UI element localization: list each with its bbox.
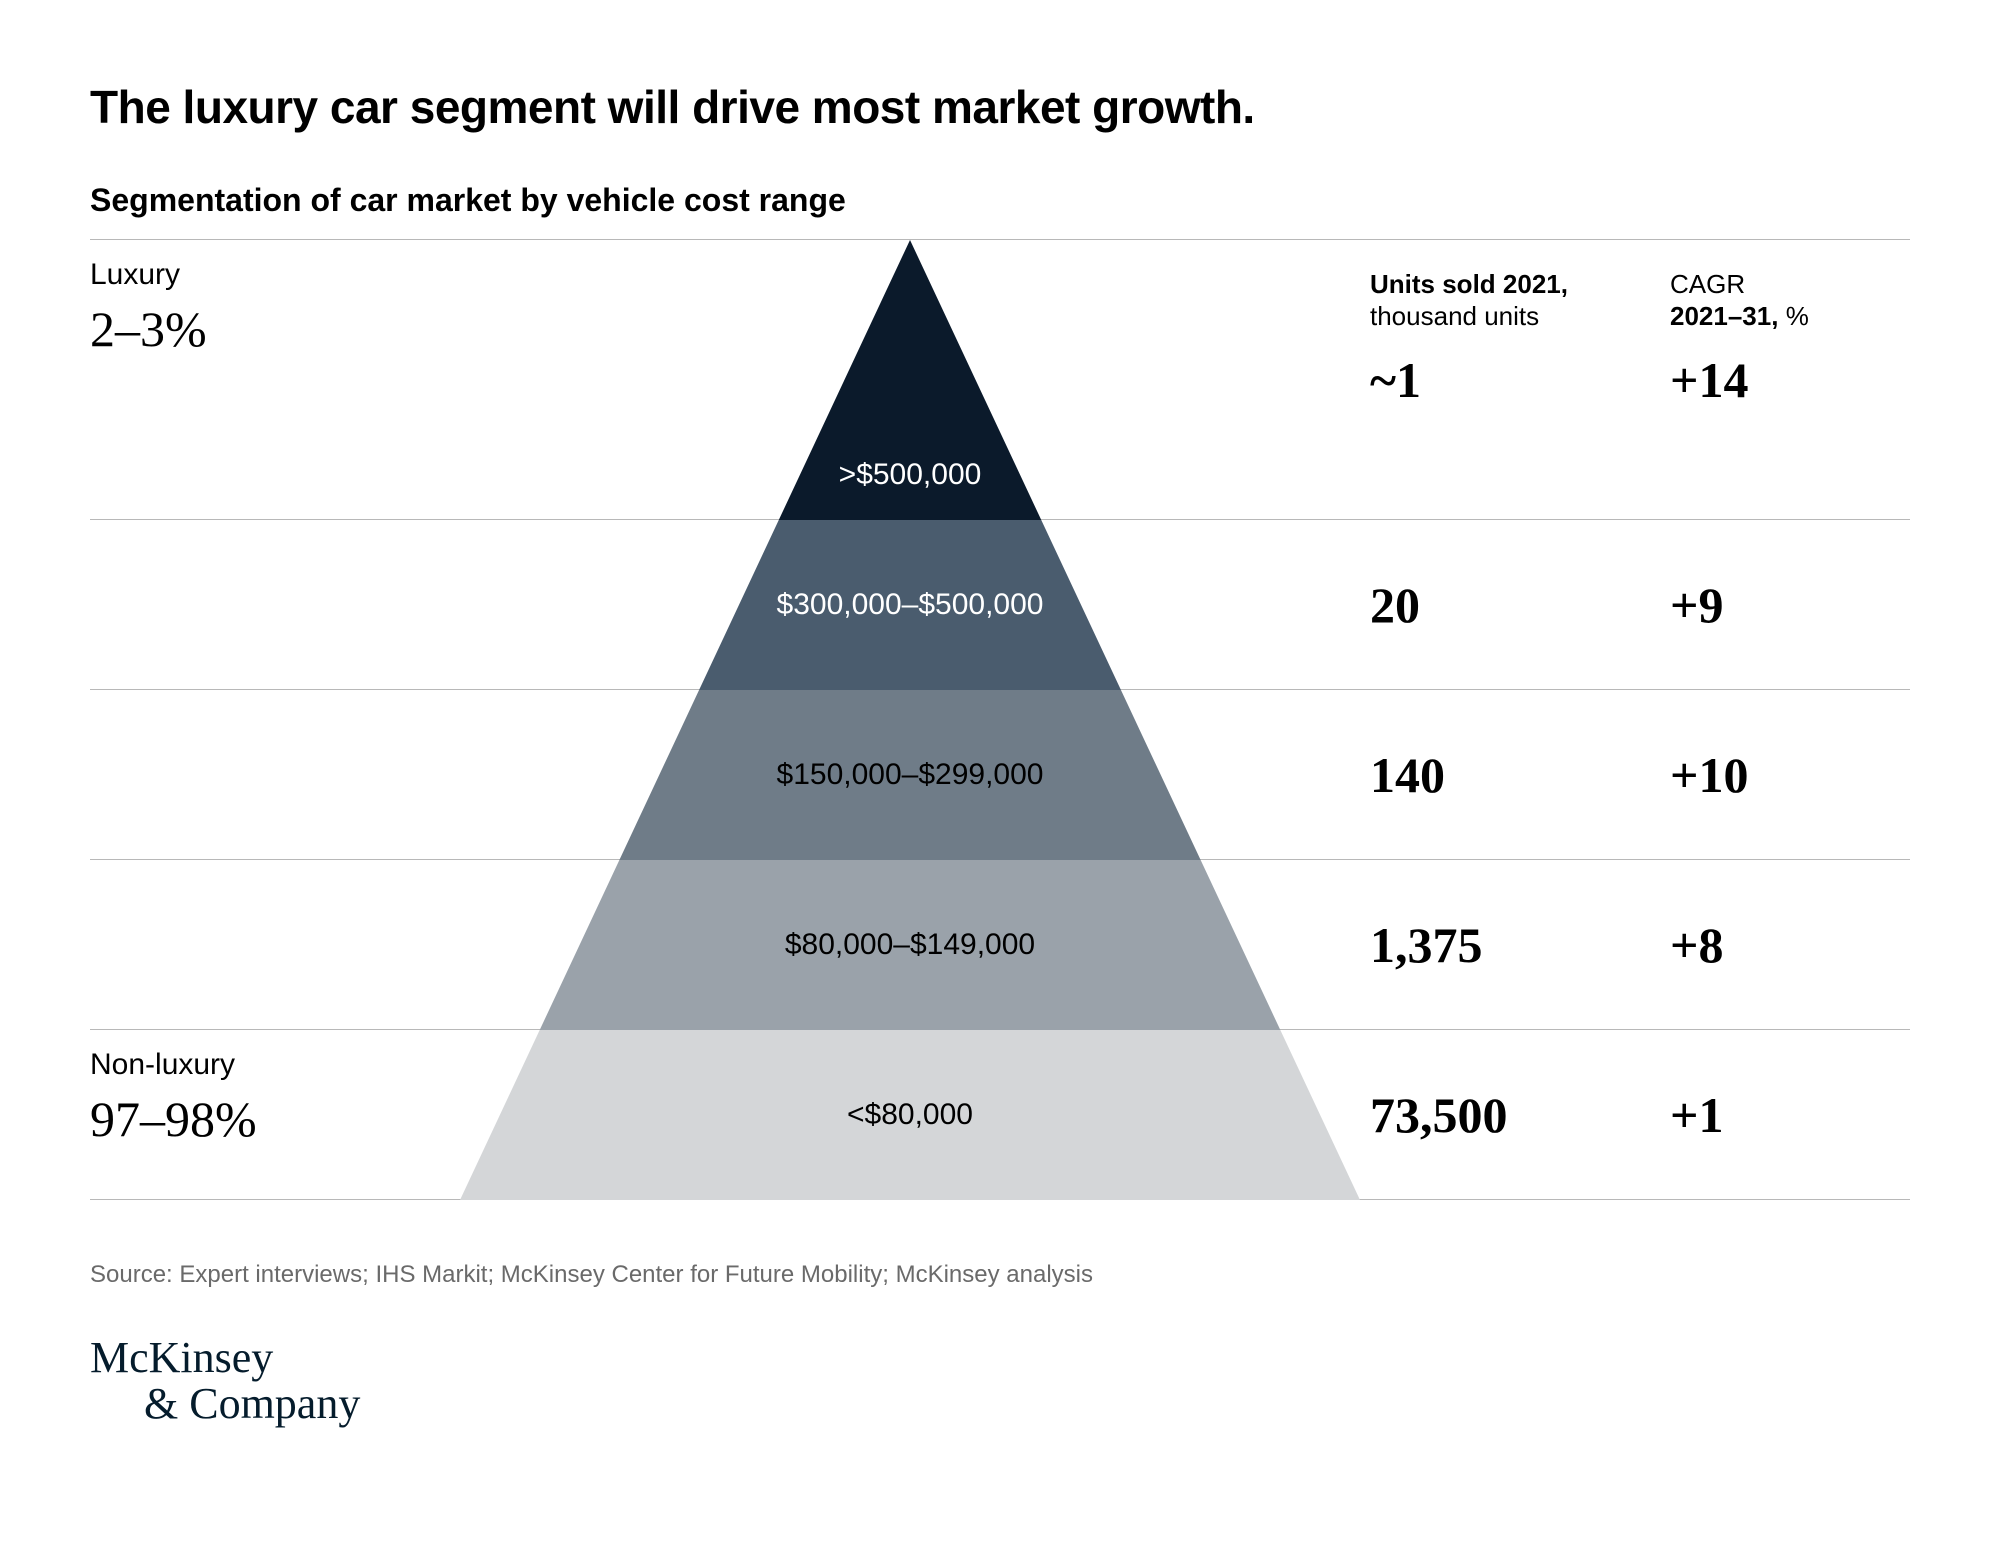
cagr-value: +1 bbox=[1670, 1086, 1910, 1144]
pyramid-graphic: >$500,000 $300,000–$500,000 $150,000–$29… bbox=[460, 240, 1360, 1200]
units-value: 1,375 bbox=[1370, 916, 1670, 974]
units-value: 140 bbox=[1370, 746, 1670, 804]
cagr-value: +8 bbox=[1670, 916, 1910, 974]
mckinsey-logo: McKinsey & Company bbox=[90, 1335, 1910, 1427]
logo-line-2: & Company bbox=[90, 1381, 1910, 1427]
cagr-value: +9 bbox=[1670, 576, 1910, 634]
source-note: Source: Expert interviews; IHS Markit; M… bbox=[90, 1261, 1910, 1289]
units-value: ~1 bbox=[1370, 351, 1670, 409]
units-value: 20 bbox=[1370, 576, 1670, 634]
chart-subtitle: Segmentation of car market by vehicle co… bbox=[90, 182, 1910, 219]
page-title: The luxury car segment will drive most m… bbox=[90, 80, 1910, 134]
units-value: 73,500 bbox=[1370, 1086, 1670, 1144]
cagr-value: +10 bbox=[1670, 746, 1910, 804]
pyramid-chart: Luxury 2–3% Non-luxury 97–98% Units sold… bbox=[90, 239, 1910, 1219]
cagr-value: +14 bbox=[1670, 351, 1910, 409]
logo-line-1: McKinsey bbox=[90, 1335, 1910, 1381]
